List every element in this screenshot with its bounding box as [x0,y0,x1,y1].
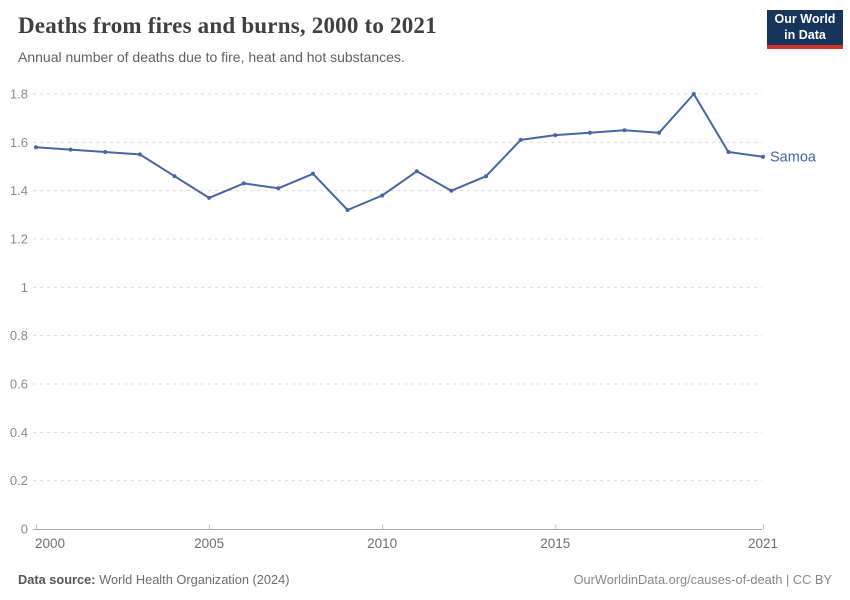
x-tick-label: 2000 [35,536,65,551]
data-point[interactable] [68,147,73,152]
y-tick-label: 1.6 [10,135,28,150]
data-point[interactable] [207,195,212,200]
owid-logo[interactable]: Our World in Data [767,10,843,49]
data-point[interactable] [518,137,523,142]
data-point[interactable] [380,193,385,198]
data-point[interactable] [449,188,454,193]
data-point[interactable] [34,145,38,150]
y-tick-label: 0.4 [10,425,28,440]
data-point[interactable] [657,130,662,135]
data-point[interactable] [484,174,488,179]
data-point[interactable] [691,92,696,96]
data-point[interactable] [726,150,731,154]
x-tick-label: 2005 [194,536,224,551]
data-point[interactable] [553,133,558,138]
x-tick-label: 2015 [540,536,570,551]
x-tick-label: 2021 [748,536,778,551]
data-source-text: World Health Organization (2024) [99,572,290,587]
data-point[interactable] [311,171,315,176]
y-tick-label: 0 [21,522,28,537]
y-tick-label: 0.2 [10,473,28,488]
data-point[interactable] [276,186,281,191]
data-source: Data source: World Health Organization (… [18,572,290,587]
y-tick-label: 1.4 [10,183,28,198]
owid-logo-line1: Our World [774,11,836,26]
y-tick-label: 0.8 [10,328,28,343]
y-tick-label: 1 [21,280,28,295]
owid-logo-line2: in Data [784,27,826,42]
y-tick-label: 0.6 [10,377,28,392]
y-tick-label: 1.8 [10,87,28,102]
chart-footer: Data source: World Health Organization (… [18,572,832,587]
x-tick-label: 2010 [367,536,397,551]
data-point[interactable] [587,130,592,135]
data-point[interactable] [345,208,350,212]
page-title: Deaths from fires and burns, 2000 to 202… [18,13,437,38]
data-point[interactable] [241,181,246,186]
data-point[interactable] [622,128,627,133]
data-point[interactable] [761,154,765,159]
series-end-label[interactable]: Samoa [770,149,817,165]
data-source-label: Data source: [18,572,96,587]
data-point[interactable] [137,152,142,157]
credit-link[interactable]: OurWorldinData.org/causes-of-death | CC … [573,572,832,587]
chart-subtitle: Annual number of deaths due to fire, hea… [18,49,405,65]
data-point[interactable] [103,150,108,154]
data-line[interactable] [35,93,764,211]
data-point[interactable] [414,169,419,174]
y-tick-label: 1.2 [10,232,28,247]
data-point[interactable] [172,174,177,179]
